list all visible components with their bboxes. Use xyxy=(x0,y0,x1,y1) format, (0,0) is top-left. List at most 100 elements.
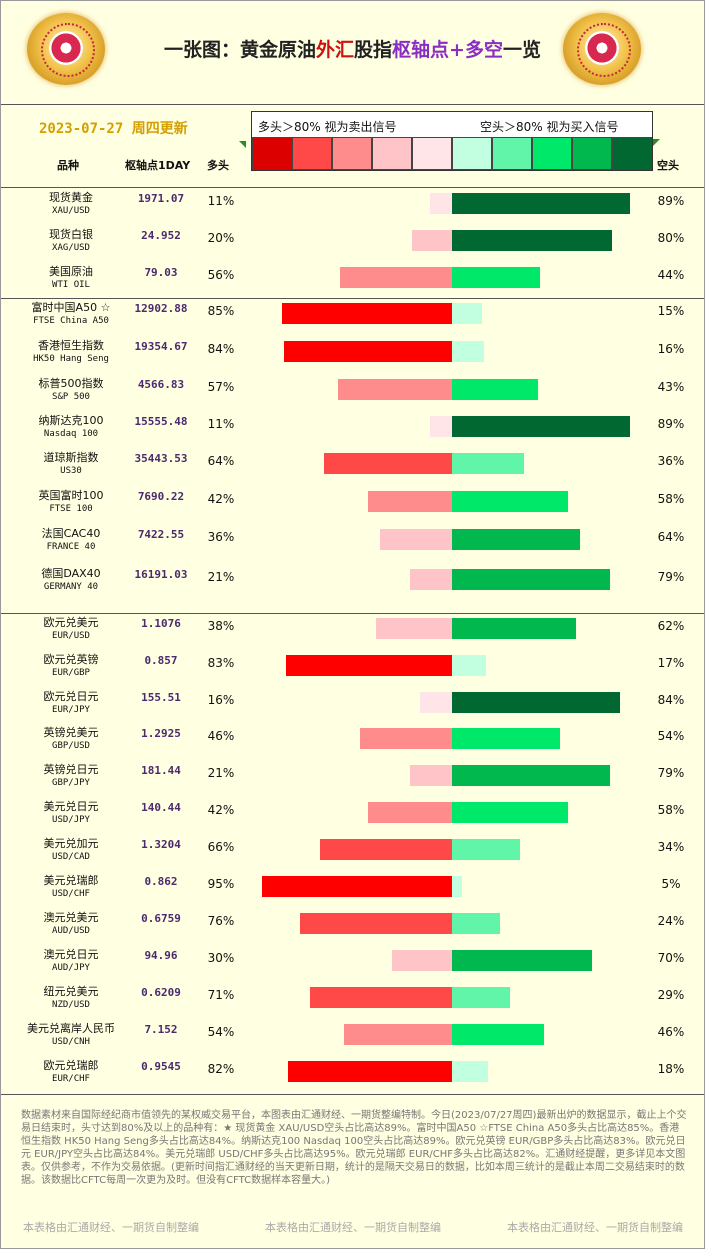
long-percent: 76% xyxy=(207,914,235,928)
pivot-value: 35443.53 xyxy=(134,452,188,465)
short-percent: 43% xyxy=(657,380,685,394)
right-marker-icon xyxy=(653,139,660,146)
long-bar xyxy=(368,802,452,823)
instrument-cn: 美元兑加元 xyxy=(43,837,99,850)
instrument-name: 法国CAC40 FRANCE 40 xyxy=(11,527,131,553)
instrument-name: 欧元兑美元 EUR/USD xyxy=(11,616,131,642)
instrument-cn: 现货黄金 xyxy=(49,191,93,204)
short-bar xyxy=(452,569,610,590)
color-swatch xyxy=(492,137,532,170)
instrument-code: FTSE 100 xyxy=(49,504,93,514)
table-row: 美元兑瑞郎 USD/CHF 0.862 95% 5% xyxy=(1,872,704,909)
table-row: 美元兑日元 USD/JPY 140.44 42% 58% xyxy=(1,798,704,835)
table-row: 纽元兑美元 NZD/USD 0.6209 71% 29% xyxy=(1,983,704,1020)
long-bar xyxy=(420,692,452,713)
long-percent: 54% xyxy=(207,1025,235,1039)
short-bar xyxy=(452,453,524,474)
instrument-name: 美元兑离岸人民币 USD/CNH xyxy=(11,1022,131,1048)
short-bar xyxy=(452,303,482,324)
instrument-cn: 道琼斯指数 xyxy=(43,451,99,464)
table-row: 纳斯达克100 Nasdaq 100 15555.48 11% 89% xyxy=(1,412,704,449)
right-flower-logo xyxy=(563,13,641,85)
instrument-code: FTSE China A50 xyxy=(33,316,109,326)
short-percent: 44% xyxy=(657,268,685,282)
instrument-code: GBP/USD xyxy=(52,741,90,751)
color-swatch xyxy=(572,137,612,170)
footer-credit-1: 本表格由汇通财经、一期货自制整编 xyxy=(23,1221,199,1234)
instrument-cn: 欧元兑英镑 xyxy=(43,653,99,666)
left-marker-icon xyxy=(239,141,246,148)
long-bar xyxy=(320,839,452,860)
instrument-cn: 英国富时100 xyxy=(38,489,104,502)
table-row: 法国CAC40 FRANCE 40 7422.55 36% 64% xyxy=(1,525,704,562)
long-percent: 38% xyxy=(207,619,235,633)
short-percent: 58% xyxy=(657,803,685,817)
instrument-code: NZD/USD xyxy=(52,1000,90,1010)
header-long: 多头 xyxy=(207,159,229,172)
short-percent: 36% xyxy=(657,454,685,468)
instrument-code: FRANCE 40 xyxy=(46,542,96,552)
pivot-value: 4566.83 xyxy=(137,378,185,391)
short-bar xyxy=(452,876,462,897)
long-bar xyxy=(338,379,452,400)
long-percent: 11% xyxy=(207,417,235,431)
short-percent: 58% xyxy=(657,492,685,506)
color-swatch xyxy=(332,137,372,170)
short-percent: 17% xyxy=(657,656,685,670)
instrument-code: XAU/USD xyxy=(52,206,90,216)
instrument-cn: 美元兑瑞郎 xyxy=(43,874,99,887)
instrument-name: 欧元兑瑞郎 EUR/CHF xyxy=(11,1059,131,1085)
short-percent: 79% xyxy=(657,766,685,780)
table-row: 澳元兑日元 AUD/JPY 94.96 30% 70% xyxy=(1,946,704,983)
instrument-code: EUR/GBP xyxy=(52,668,90,678)
color-swatch xyxy=(252,137,292,170)
instrument-code: WTI OIL xyxy=(52,280,90,290)
short-percent: 62% xyxy=(657,619,685,633)
instrument-cn: 澳元兑日元 xyxy=(43,948,99,961)
table-bottom-divider xyxy=(1,1094,704,1095)
short-bar xyxy=(452,950,592,971)
instrument-code: Nasdaq 100 xyxy=(43,429,99,439)
instrument-name: 美元兑加元 USD/CAD xyxy=(11,837,131,863)
table-row: 欧元兑日元 EUR/JPY 155.51 16% 84% xyxy=(1,688,704,725)
top-divider xyxy=(1,104,704,105)
short-percent: 89% xyxy=(657,417,685,431)
instrument-cn: 澳元兑美元 xyxy=(43,911,99,924)
table-row: 欧元兑英镑 EUR/GBP 0.857 83% 17% xyxy=(1,651,704,688)
table-row: 美国原油 WTI OIL 79.03 56% 44% xyxy=(1,263,704,300)
table-row: 英镑兑日元 GBP/JPY 181.44 21% 79% xyxy=(1,761,704,798)
instrument-code: GBP/JPY xyxy=(52,778,90,788)
short-percent: 29% xyxy=(657,988,685,1002)
pivot-value: 1971.07 xyxy=(137,192,185,205)
instrument-cn: 欧元兑美元 xyxy=(43,616,99,629)
short-bar xyxy=(452,765,610,786)
instrument-name: 现货黄金 XAU/USD xyxy=(11,191,131,217)
long-bar xyxy=(282,303,452,324)
long-percent: 30% xyxy=(207,951,235,965)
long-percent: 20% xyxy=(207,231,235,245)
short-percent: 5% xyxy=(661,877,681,891)
long-percent: 83% xyxy=(207,656,235,670)
table-row: 美元兑离岸人民币 USD/CNH 7.152 54% 46% xyxy=(1,1020,704,1057)
table-row: 美元兑加元 USD/CAD 1.3204 66% 34% xyxy=(1,835,704,872)
instrument-code: EUR/USD xyxy=(52,631,90,641)
short-percent: 64% xyxy=(657,530,685,544)
long-bar xyxy=(300,913,452,934)
instrument-cn: 欧元兑日元 xyxy=(43,690,99,703)
short-percent: 18% xyxy=(657,1062,685,1076)
short-bar xyxy=(452,839,520,860)
pivot-value: 79.03 xyxy=(144,266,178,279)
color-swatch xyxy=(292,137,332,170)
instrument-name: 道琼斯指数 US30 xyxy=(11,451,131,477)
instrument-cn: 法国CAC40 xyxy=(41,527,101,540)
long-bar xyxy=(380,529,452,550)
long-bar xyxy=(376,618,452,639)
instrument-cn: 纽元兑美元 xyxy=(43,985,99,998)
update-date: 2023-07-27 周四更新 xyxy=(39,121,188,137)
pivot-value: 7422.55 xyxy=(137,528,185,541)
long-bar xyxy=(288,1061,452,1082)
commodity-index-divider xyxy=(1,298,704,299)
long-percent: 57% xyxy=(207,380,235,394)
color-swatch xyxy=(412,137,452,170)
